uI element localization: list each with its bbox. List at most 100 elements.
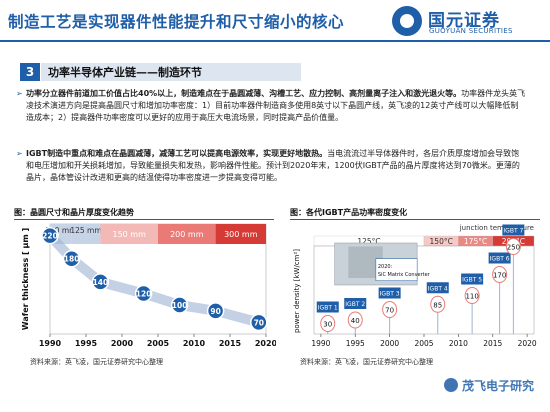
igbt-generation-badge <box>344 298 367 309</box>
igbt-generation-badge <box>378 287 401 299</box>
page-title: 制造工艺是实现器件性能提升和尺寸缩小的核心 <box>8 13 345 31</box>
bullet-2-bold: IGBT制造中重点和难点在晶圆减薄，减薄工艺可以提高电源效率，实现更好地散热。 <box>26 149 328 158</box>
wafer-size-label: 200 mm <box>170 230 204 239</box>
legend-title: junction temperature <box>459 224 534 232</box>
power-density-value-label: 85 <box>433 301 442 309</box>
thickness-value-label: 90 <box>210 307 220 316</box>
logo-text-en: GUOYUAN SECURITIES <box>429 27 513 35</box>
bullet-1-bold: 功率分立器件前道加工价值占比40%以上，制造难点在于晶圆减薄、沟槽工艺、应力控制… <box>26 89 462 98</box>
watermark-icon <box>443 378 458 392</box>
x-tick-label: 1995 <box>75 339 98 348</box>
brand-logo: 国元证券 GUOYUAN SECURITIES <box>392 6 542 38</box>
figure-caption-line-right <box>290 219 540 220</box>
x-tick-label: 2000 <box>380 339 399 348</box>
power-density-point <box>347 311 363 329</box>
thickness-point <box>250 313 268 332</box>
igbt-generation-label: IGBT 5 <box>462 277 482 284</box>
igbt-generation-label: IGBT 2 <box>345 301 365 308</box>
source-note-right: 资料来源：英飞凌，国元证券研究中心整理 <box>300 358 433 366</box>
logo-icon <box>392 6 422 36</box>
source-note-left: 资料来源：英飞凌，国元证券研究中心整理 <box>30 358 163 366</box>
wafer-size-band <box>100 224 158 244</box>
thickness-point <box>170 296 189 314</box>
power-density-value-label: 70 <box>385 307 394 315</box>
thickness-value-label: 100 <box>172 301 188 310</box>
thickness-point <box>41 226 59 245</box>
power-density-value-label: 250 <box>507 244 520 252</box>
thickness-value-label: 120 <box>136 289 152 298</box>
thickness-value-label: 180 <box>64 255 80 264</box>
igbt-generation-label: IGBT 6 <box>490 256 510 263</box>
bullet-2-text: 当电流流过半导体器件时，各层介质厚度增加会导致饱和电压增加和开关损耗增加，导致能… <box>26 149 520 182</box>
igbt-generation-label: IGBT 4 <box>428 285 448 292</box>
wafer-size-label: 125 mm <box>70 226 101 235</box>
x-tick-label: 2005 <box>414 339 433 348</box>
thickness-value-label: 220 <box>42 232 58 241</box>
x-tick-label: 2015 <box>483 339 502 348</box>
wafer-size-label: 150 mm <box>112 230 146 239</box>
y-axis-label: Wafer thickness [ µm ] <box>21 228 30 330</box>
section-title: 功率半导体产业链——制造环节 <box>48 66 202 79</box>
temperature-label: 125°C <box>357 237 380 246</box>
thickness-point <box>91 273 110 291</box>
inset-label-line2: SiC Matrix Converter <box>378 272 431 278</box>
thickness-point <box>62 249 81 268</box>
power-density-point <box>430 295 446 313</box>
thickness-point <box>134 284 153 303</box>
figure-caption-right: 图：各代IGBT产品功率密度变化 <box>290 208 408 217</box>
y-axis-label: power density [kW/cm²] <box>293 249 301 333</box>
header-divider <box>0 40 550 42</box>
x-tick-label: 2000 <box>111 339 134 348</box>
thickness-value-label: 140 <box>93 278 109 287</box>
power-density-point <box>492 266 508 283</box>
figure-caption-line-left <box>14 219 274 220</box>
igbt-generation-badge <box>502 224 525 236</box>
section-number: 3 <box>20 63 40 81</box>
x-tick-label: 1990 <box>39 339 62 348</box>
x-tick-label: 1995 <box>346 339 365 348</box>
igbt-generation-badge <box>316 301 339 313</box>
igbt-generation-label: IGBT 1 <box>318 305 338 312</box>
x-tick-label: 2010 <box>449 339 468 348</box>
x-tick-label: 2010 <box>183 339 206 348</box>
wafer-size-band <box>158 224 216 244</box>
temperature-label: 175°C <box>464 237 487 246</box>
igbt-generation-badge <box>488 252 511 264</box>
inset-box <box>375 258 418 281</box>
bullet-paragraph-2: ➢ IGBT制造中重点和难点在晶圆减薄，减薄工艺可以提高电源效率，实现更好地散热… <box>16 148 526 184</box>
power-density-point <box>320 315 336 332</box>
igbt-generation-badge <box>461 273 484 285</box>
wafer-size-band <box>71 224 101 244</box>
x-tick-label: 2015 <box>219 339 242 348</box>
wafer-size-label: 100 mm <box>45 226 76 235</box>
power-density-point <box>505 238 521 255</box>
temperature-label: 150°C <box>430 237 453 246</box>
figure-caption-left: 图：晶圆尺寸和晶片厚度变化趋势 <box>14 208 134 217</box>
bullet-arrow-icon: ➢ <box>16 149 23 158</box>
power-density-point <box>382 301 398 318</box>
igbt-generation-label: IGBT 3 <box>380 291 400 298</box>
power-density-value-label: 30 <box>323 321 332 329</box>
bullet-1-text: 功率器件龙头英飞凌技术演进方向是提高晶圆尺寸和增加功率密度：1）目前功率器件制造… <box>26 89 526 122</box>
bullet-paragraph-1: ➢ 功率分立器件前道加工价值占比40%以上，制造难点在于晶圆减薄、沟槽工艺、应力… <box>16 88 526 124</box>
power-density-chart: junction temperature125°C150°C175°C200°C… <box>293 224 537 348</box>
thickness-value-label: 70 <box>254 318 264 327</box>
x-tick-label: 2020 <box>255 339 276 348</box>
thickness-point <box>206 302 225 320</box>
logo-text-cn: 国元证券 <box>428 11 500 31</box>
igbt-generation-label: IGBT 7 <box>503 228 523 235</box>
power-density-value-label: 40 <box>351 317 360 325</box>
igbt-generation-badge <box>426 282 449 294</box>
power-density-value-label: 170 <box>493 272 506 280</box>
inset-label-line1: 2020: <box>378 264 393 270</box>
wafer-size-label: 300 mm <box>224 230 258 239</box>
x-tick-label: 1990 <box>311 339 330 348</box>
bullet-arrow-icon: ➢ <box>16 89 23 98</box>
x-tick-label: 2020 <box>518 339 537 348</box>
power-density-value-label: 110 <box>465 293 478 301</box>
x-tick-label: 2005 <box>147 339 170 348</box>
watermark: 茂飞电子研究 <box>443 377 534 394</box>
power-density-point <box>464 287 480 304</box>
section-bar <box>41 63 301 81</box>
